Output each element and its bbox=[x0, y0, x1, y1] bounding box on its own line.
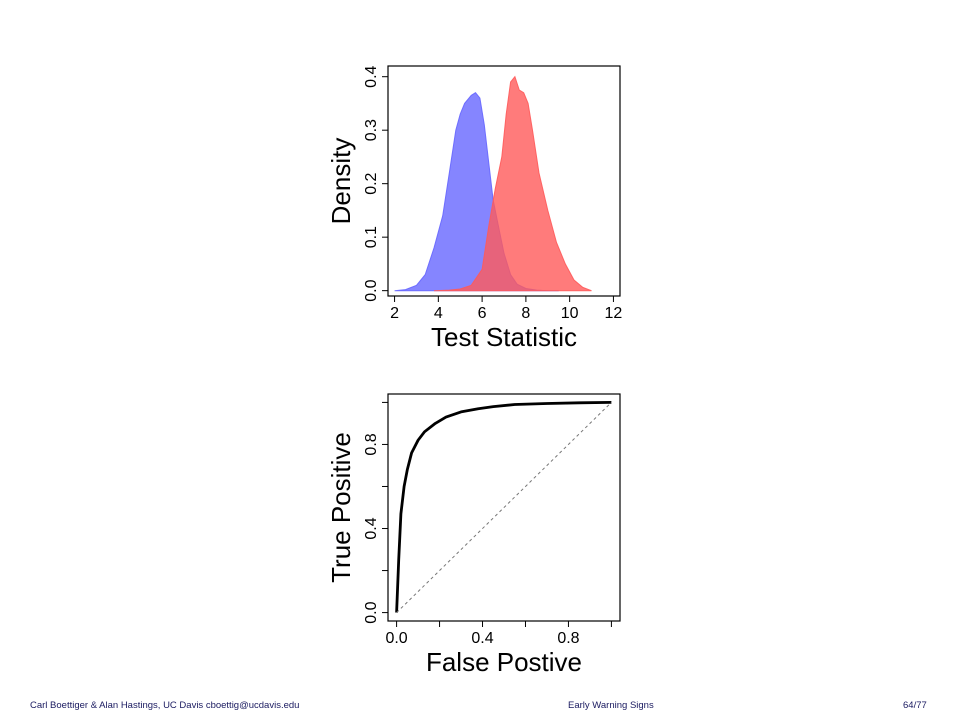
x-tick-label: 6 bbox=[478, 305, 487, 322]
y-tick-label: 0.0 bbox=[363, 279, 380, 301]
footer-authors: Carl Boettiger & Alan Hastings, UC Davis… bbox=[30, 700, 300, 711]
x-tick-label: 4 bbox=[434, 305, 443, 322]
y-tick-label: 0.0 bbox=[363, 601, 380, 623]
y-tick-label: 0.1 bbox=[363, 226, 380, 248]
density-area-1 bbox=[433, 75, 592, 292]
x-tick-label: 0.4 bbox=[471, 630, 493, 647]
roc-diagonal-line bbox=[396, 402, 612, 613]
x-tick-label: 2 bbox=[390, 305, 399, 322]
plot-frame bbox=[387, 65, 621, 297]
y-tick-label: 0.4 bbox=[363, 517, 380, 539]
density-chart: 2 4 6 8 10 12 0.0 0.1 0.2 0.3 0.4 Test Statistic Den… bbox=[326, 65, 623, 350]
y-tick-label: 0.2 bbox=[363, 172, 380, 194]
y-tick-label: 0.8 bbox=[363, 433, 380, 455]
y-tick-label: 0.3 bbox=[363, 119, 380, 141]
x-tick-label: 12 bbox=[605, 305, 623, 322]
plot-frame bbox=[387, 393, 621, 622]
roc-curve bbox=[395, 401, 612, 613]
x-axis-title: Test Statistic bbox=[431, 322, 577, 350]
footer-title: Early Warning Signs bbox=[568, 700, 654, 711]
y-tick-label: 0.4 bbox=[363, 65, 380, 87]
x-tick-label: 10 bbox=[561, 305, 579, 322]
x-axis-title: False Postive bbox=[426, 647, 582, 672]
footer-page-number: 64/77 bbox=[903, 700, 927, 711]
x-tick-label: 8 bbox=[521, 305, 530, 322]
x-tick-label: 0.8 bbox=[557, 630, 579, 647]
x-tick-label: 0.0 bbox=[385, 630, 407, 647]
y-axis-title: Density bbox=[326, 138, 356, 225]
y-axis-title: True Positive bbox=[326, 432, 356, 583]
